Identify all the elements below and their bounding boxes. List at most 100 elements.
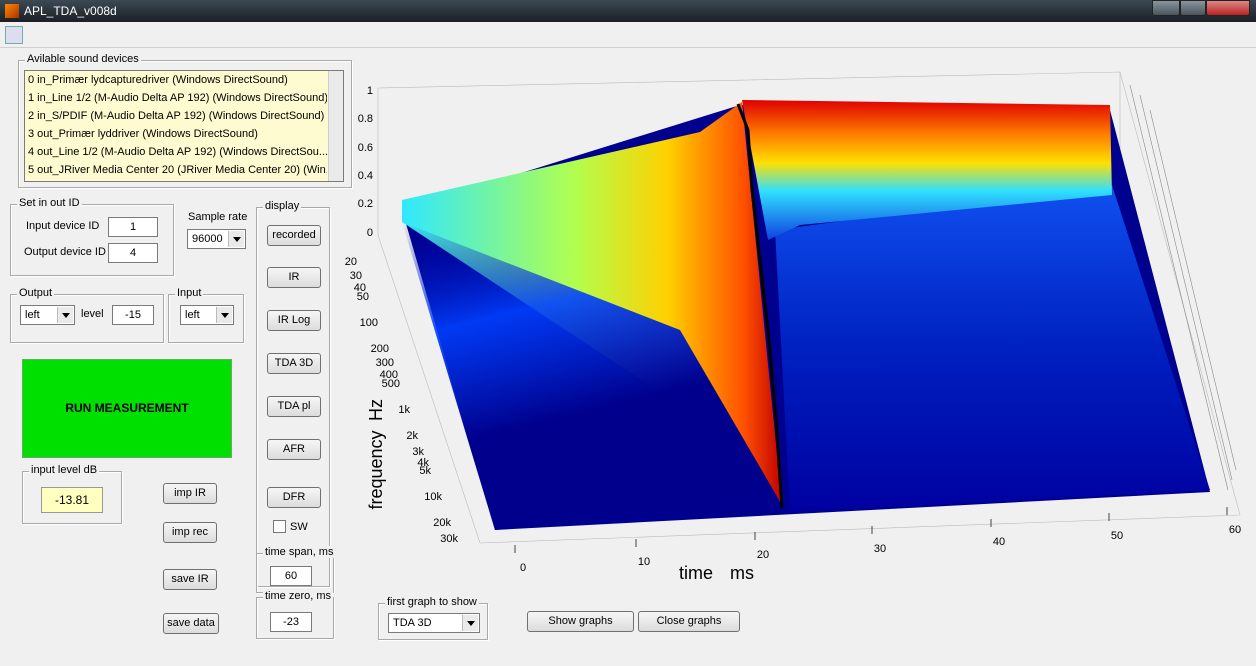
list-item[interactable]: 1 in_Line 1/2 (M-Audio Delta AP 192) (Wi… [28,92,327,104]
output-device-field[interactable]: 4 [108,243,158,263]
label: Output device ID [24,246,106,258]
panel-title: Avilable sound devices [25,53,141,65]
output-panel: Output [10,287,164,343]
frequency-tick-label: 4k [417,457,429,469]
frequency-tick-label: 10k [424,491,442,503]
display-button[interactable]: TDA 3D [267,353,321,374]
imp-ir-button[interactable]: imp IR [163,483,217,504]
device-list[interactable]: 0 in_Primær lydcapturedriver (Windows Di… [24,70,344,182]
panel-title: Output [17,287,55,299]
input-channel-popup[interactable]: left [180,305,234,325]
frequency-tick-label: 5k [419,465,431,477]
display-button[interactable]: IR Log [267,310,321,331]
zoom-in-tool[interactable] [5,26,23,44]
scrollbar[interactable] [328,71,343,181]
popup-value: 96000 [192,233,223,245]
checkbox-label: SW [290,521,308,533]
input-panel: Input [168,287,244,343]
sample-rate-popup[interactable]: 96000 [187,229,246,249]
label: level [81,308,104,320]
time-zero-panel: time zero, ms [256,590,334,639]
back-grid [1129,84,1237,491]
zoom-out-tool[interactable] [28,26,46,44]
datacursor-tool[interactable] [98,26,116,44]
frequency-tick-label: 40 [354,282,366,294]
show-graphs-button[interactable]: Show graphs [527,611,634,632]
frequency-tick-label: 300 [376,357,394,369]
display-button[interactable]: recorded [267,225,321,246]
save-data-button[interactable]: save data [163,613,219,634]
close-graphs-button[interactable]: Close graphs [638,611,740,632]
time-zero-field[interactable]: -23 [270,612,312,632]
label: Sample rate [188,211,248,223]
input-device-field[interactable]: 1 [108,217,158,237]
time-tick-label: 20 [757,549,769,561]
save-ir-button[interactable]: save IR [163,569,217,590]
list-item[interactable]: 3 out_Primær lyddriver (Windows DirectSo… [28,128,258,140]
output-channel-popup[interactable]: left [20,305,75,325]
rotate-tool[interactable] [75,26,93,44]
surface-shade [402,222,782,530]
display-button[interactable]: DFR [267,487,321,508]
first-graph-panel: first graph to show [378,596,488,640]
toolbar [0,22,1256,48]
label: Input device ID [26,220,100,232]
surface-decay [775,185,1210,512]
z-tick-label: 0.8 [358,113,373,125]
panel-title: Input [175,287,204,299]
pan-tool[interactable] [52,26,70,44]
popup-value: left [25,309,40,321]
minimize-button[interactable] [1152,0,1180,16]
frequency-tick-label: 100 [360,317,378,329]
panel-title: first graph to show [385,596,479,608]
imp-rec-button[interactable]: imp rec [163,522,217,543]
frequency-axis-label: frequency [366,430,386,509]
display-button[interactable]: TDA pl [267,396,321,417]
devices-panel: Avilable sound devices [18,53,352,188]
sw-checkbox[interactable] [273,520,286,533]
run-measurement-button[interactable]: RUN MEASUREMENT [22,359,232,458]
time-tick-label: 10 [638,556,650,568]
frequency-tick-label: 3k [412,446,424,458]
display-button[interactable]: IR [267,267,321,288]
z-tick-label: 0.2 [358,198,373,210]
first-graph-popup[interactable]: TDA 3D [388,613,480,633]
list-item[interactable]: 0 in_Primær lydcapturedriver (Windows Di… [28,74,288,86]
list-item[interactable]: 4 out_Line 1/2 (M-Audio Delta AP 192) (W… [28,146,327,158]
panel-title: display [263,200,302,212]
frequency-axis-unit: Hz [366,399,386,421]
input-level-panel: input level dB [22,464,122,524]
z-tick-label: 0.6 [358,142,373,154]
frequency-tick-label: 20 [345,256,357,268]
z-tick-label: 0.4 [358,170,373,182]
waterfall-plot: 00.20.40.60.81203040501002003004005001k2… [345,71,1241,583]
list-item[interactable]: 5 out_JRiver Media Center 20 (JRiver Med… [28,164,327,176]
popup-value: TDA 3D [393,617,432,629]
maximize-button[interactable] [1180,0,1206,16]
frequency-tick-label: 1k [398,404,410,416]
z-tick-label: 0 [367,227,373,239]
input-level-value: -13.81 [41,487,103,513]
panel-title: Set in out ID [17,197,82,209]
frequency-tick-label: 200 [371,343,389,355]
surface-right [742,100,1112,240]
ridge [736,103,784,509]
time-tick-label: 60 [1229,524,1241,536]
frequency-tick-label: 400 [380,369,398,381]
close-button[interactable] [1206,0,1250,16]
time-tick-label: 0 [520,562,526,574]
level-field[interactable]: -15 [112,305,154,325]
window-title: APL_TDA_v008d [24,4,117,18]
time-axis-unit: ms [730,563,754,583]
time-axis-label: time [679,563,713,583]
io-panel: Set in out ID [10,197,174,276]
list-item[interactable]: 2 in_S/PDIF (M-Audio Delta AP 192) (Wind… [28,110,325,122]
panel-title: time zero, ms [263,590,334,602]
panel-title: input level dB [29,464,100,476]
time-tick-label: 50 [1111,530,1123,542]
frequency-tick-label: 20k [433,517,451,529]
time-span-field[interactable]: 60 [270,566,312,586]
display-button[interactable]: AFR [267,439,321,460]
app-icon [5,4,19,18]
